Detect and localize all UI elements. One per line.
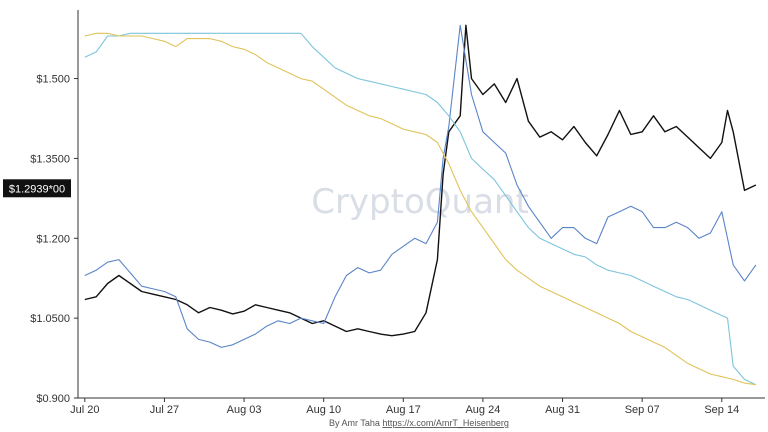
current-value-badge: $1.2939*00: [3, 179, 71, 198]
y-axis-ticks: $1.500 $1.3500 $1.200 $1.0500 $0.900: [30, 74, 78, 405]
current-value-box: [3, 179, 71, 198]
chart-axes: [77, 10, 765, 399]
x-tick-label: Aug 24: [465, 404, 500, 416]
x-tick-label: Aug 31: [545, 404, 580, 416]
x-tick-label: Sep 07: [625, 404, 660, 416]
credit-prefix: By Amr Taha: [329, 418, 382, 428]
x-tick-label: Jul 27: [150, 404, 179, 416]
x-tick-label: Aug 03: [227, 404, 262, 416]
watermark-text: CryptoQuant: [311, 182, 529, 222]
y-tick-label: $1.3500: [30, 153, 70, 165]
credit-link[interactable]: https://x.com/AmrT_Heisenberg: [382, 418, 509, 428]
x-axis-ticks: Jul 20 Jul 27 Aug 03 Aug 10 Aug 17 Aug 24 Aug …: [70, 398, 739, 416]
series-line-4: [84, 32, 756, 386]
series-layer: [84, 24, 757, 386]
x-tick-label: Aug 10: [306, 404, 341, 416]
x-tick-label: Sep 14: [704, 404, 739, 416]
y-tick-label: $1.200: [36, 233, 70, 245]
x-tick-label: Aug 17: [386, 404, 421, 416]
series-line-2: [84, 24, 757, 348]
credit-text: By Amr Taha https://x.com/AmrT_Heisenber…: [329, 418, 509, 428]
y-tick-label: $0.900: [36, 393, 70, 405]
x-tick-label: Jul 20: [70, 404, 99, 416]
y-tick-label: $1.500: [36, 74, 70, 86]
y-tick-label: $1.0500: [30, 313, 70, 325]
series-line-1: [84, 24, 757, 337]
series-line-3: [84, 32, 757, 386]
current-value-label: $1.2939*00: [9, 183, 65, 195]
